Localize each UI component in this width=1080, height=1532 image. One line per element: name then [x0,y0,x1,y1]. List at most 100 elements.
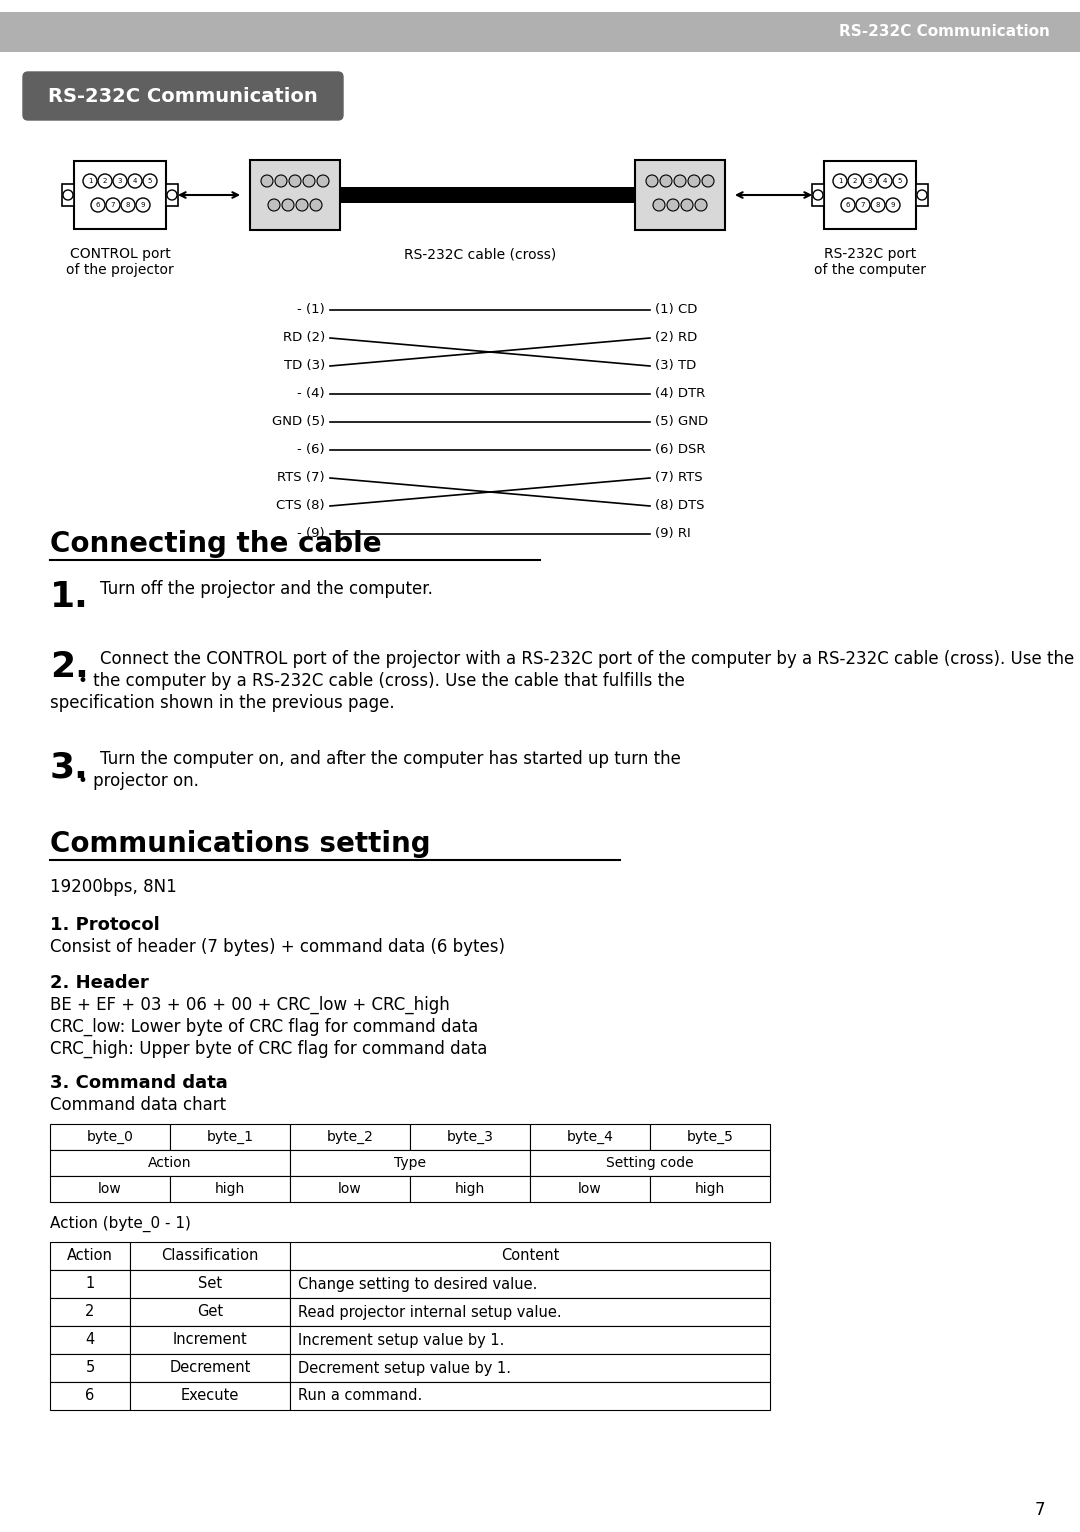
Circle shape [275,175,287,187]
Text: Action: Action [148,1157,192,1170]
Circle shape [91,198,105,211]
Circle shape [870,198,885,211]
Bar [291,1298,770,1327]
Bar [130,1354,291,1382]
Text: RS-232C cable (cross): RS-232C cable (cross) [404,247,556,260]
Text: RTS (7): RTS (7) [278,472,325,484]
Text: Content: Content [501,1249,559,1264]
Bar [650,1124,770,1151]
Text: Set: Set [198,1276,222,1291]
Bar [130,1298,291,1327]
Text: byte_5: byte_5 [687,1131,733,1144]
Circle shape [813,190,823,201]
Circle shape [289,175,301,187]
Text: 8: 8 [125,202,131,208]
Text: Decrement: Decrement [170,1360,251,1376]
Text: (4) DTR: (4) DTR [654,388,705,400]
Circle shape [653,199,665,211]
Text: 6: 6 [85,1388,95,1403]
Text: (5) GND: (5) GND [654,415,708,429]
Text: byte_0: byte_0 [86,1131,134,1144]
Text: Decrement setup value by 1.: Decrement setup value by 1. [298,1360,511,1376]
Text: low: low [98,1183,122,1196]
Bar [0,12,1080,52]
Circle shape [113,175,127,188]
Circle shape [688,175,700,187]
Text: specification shown in the previous page.: specification shown in the previous page… [50,694,394,712]
Text: 9: 9 [891,202,895,208]
Text: byte_2: byte_2 [326,1131,374,1144]
Bar [410,1124,530,1151]
Bar [50,1382,130,1409]
Text: 2.: 2. [50,650,89,683]
Bar [340,187,635,204]
Text: 7: 7 [1035,1501,1045,1520]
Circle shape [674,175,686,187]
Bar [50,1327,130,1354]
Bar [50,1177,170,1203]
Text: Read projector internal setup value.: Read projector internal setup value. [298,1305,562,1319]
Circle shape [83,175,97,188]
Text: 6: 6 [846,202,850,208]
Bar [50,1242,130,1270]
Bar [170,1124,291,1151]
Circle shape [660,175,672,187]
Text: byte_3: byte_3 [446,1131,494,1144]
Text: • the computer by a RS-232C cable (cross). Use the cable that fulfills the: • the computer by a RS-232C cable (cross… [78,673,685,689]
Circle shape [856,198,870,211]
Bar [130,1382,291,1409]
Bar [812,184,824,205]
Circle shape [310,199,322,211]
Text: 3. Command data: 3. Command data [50,1074,228,1092]
Circle shape [282,199,294,211]
Text: (6) DSR: (6) DSR [654,443,705,457]
Text: Turn off the projector and the computer.: Turn off the projector and the computer. [100,581,433,597]
Text: Setting code: Setting code [606,1157,693,1170]
Text: 6: 6 [96,202,100,208]
Text: 4: 4 [133,178,137,184]
Circle shape [696,199,707,211]
Text: high: high [215,1183,245,1196]
Bar [291,1124,410,1151]
Bar [130,1270,291,1298]
Text: high: high [455,1183,485,1196]
Text: 2: 2 [103,178,107,184]
Text: RS-232C Communication: RS-232C Communication [49,86,318,106]
Bar [635,159,725,230]
Bar [50,1270,130,1298]
Text: Classification: Classification [161,1249,259,1264]
Text: 1: 1 [838,178,842,184]
Text: - (6): - (6) [297,443,325,457]
Circle shape [167,190,177,201]
Text: Get: Get [197,1305,224,1319]
Text: 7: 7 [861,202,865,208]
Text: RS-232C port
of the computer: RS-232C port of the computer [814,247,926,277]
Bar [130,1242,291,1270]
Bar [249,159,340,230]
Text: RD (2): RD (2) [283,331,325,345]
Bar [530,1151,770,1177]
Bar [291,1354,770,1382]
Text: Type: Type [394,1157,426,1170]
Text: (7) RTS: (7) RTS [654,472,703,484]
Text: 1.: 1. [50,581,89,614]
Circle shape [833,175,847,188]
Circle shape [841,198,855,211]
Text: 3: 3 [118,178,122,184]
Circle shape [863,175,877,188]
Bar [50,1354,130,1382]
Text: (9) RI: (9) RI [654,527,691,541]
Circle shape [886,198,900,211]
Text: - (9): - (9) [297,527,325,541]
Text: (8) DTS: (8) DTS [654,499,704,513]
Bar [916,184,928,205]
Circle shape [878,175,892,188]
Text: Consist of header (7 bytes) + command data (6 bytes): Consist of header (7 bytes) + command da… [50,938,505,956]
Text: 3.: 3. [50,751,89,784]
Text: - (1): - (1) [297,303,325,317]
Bar [130,1327,291,1354]
Bar [650,1177,770,1203]
Text: Change setting to desired value.: Change setting to desired value. [298,1276,538,1291]
Text: high: high [694,1183,725,1196]
Bar [291,1177,410,1203]
